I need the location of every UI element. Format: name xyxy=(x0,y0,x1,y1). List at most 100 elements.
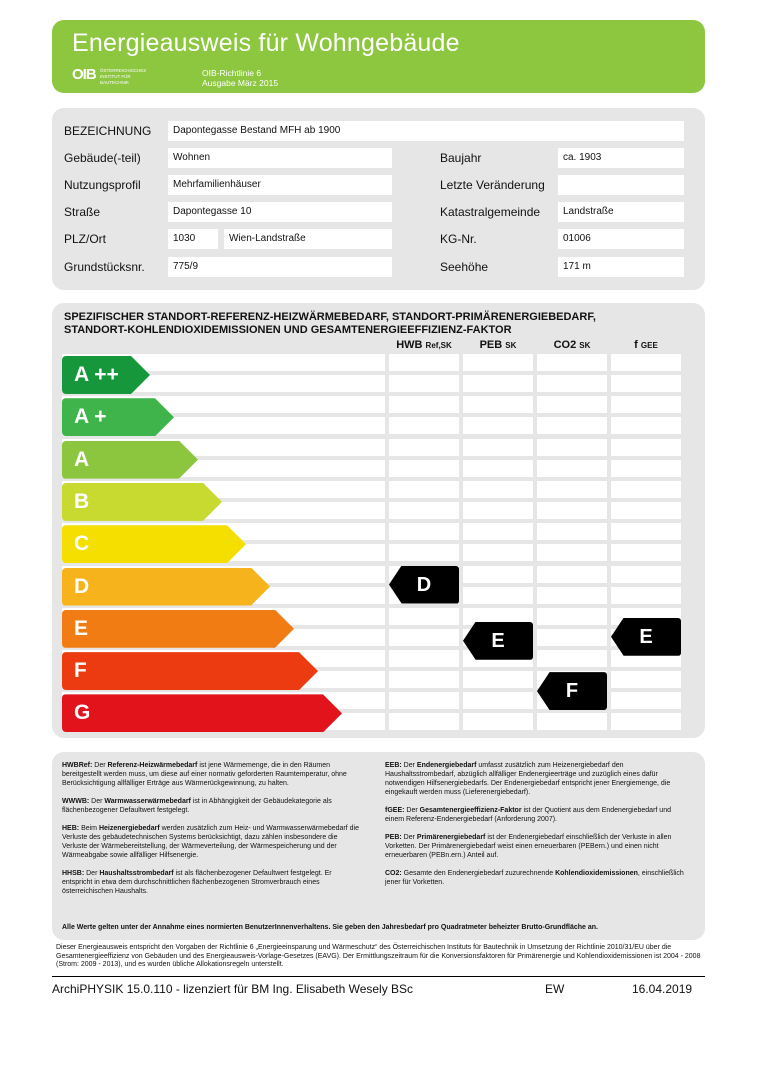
scale-stripe xyxy=(463,607,533,625)
scale-stripe xyxy=(537,375,607,392)
class-arrow-F: F xyxy=(62,652,318,691)
class-arrow-A: A xyxy=(62,440,198,479)
header-banner: Energieausweis für Wohngebäude OIB ÖSTER… xyxy=(52,20,705,93)
scale-stripe xyxy=(389,523,459,541)
ausgabe: Ausgabe März 2015 xyxy=(202,78,279,88)
gebaeude-field: Wohnen xyxy=(168,148,392,168)
class-arrow-E: E xyxy=(62,609,294,648)
scale-stripe xyxy=(389,396,459,414)
oib-logo-subtitle: ÖSTERREICHISCHES INSTITUT FÜR BAUTECHNIK xyxy=(100,68,147,85)
legal-footnote: Dieser Energieausweis entspricht den Vor… xyxy=(56,944,701,968)
baujahr-label: Baujahr xyxy=(440,151,482,165)
scale-stripe xyxy=(463,671,533,689)
class-arrow-App: A ++ xyxy=(62,356,150,394)
def-peb: PEB: Der Primärenergiebedarf ist der End… xyxy=(385,834,672,859)
scale-stripe xyxy=(389,692,459,710)
nutzung-label: Nutzungsprofil xyxy=(64,178,141,192)
energy-rating-panel: SPEZIFISCHER STANDORT-REFERENZ-HEIZWÄRME… xyxy=(52,303,705,738)
scale-stripe xyxy=(537,586,607,604)
scale-stripe xyxy=(463,438,533,456)
scale-stripe xyxy=(537,523,607,541)
bezeichnung-field: Dapontegasse Bestand MFH ab 1900 xyxy=(168,121,684,141)
class-arrow-D: D xyxy=(62,567,270,606)
def-hwb: HWBRef: Der Referenz-Heizwärmebedarf ist… xyxy=(62,762,347,787)
scale-stripe xyxy=(537,650,607,668)
scale-stripe xyxy=(537,480,607,498)
software-license: ArchiPHYSIK 15.0.110 - lizenziert für BM… xyxy=(52,982,414,996)
scale-stripe xyxy=(389,375,459,392)
scale-stripe xyxy=(463,565,533,583)
rating-scale: HWB Ref,SK PEB SK CO2 SK f GEE A ++ A + A B C D E F… xyxy=(52,303,705,738)
class-arrow-Ap: A + xyxy=(62,398,174,437)
scale-stripe xyxy=(463,354,533,371)
baujahr-field: ca. 1903 xyxy=(558,148,684,168)
scale-stripe xyxy=(611,354,681,371)
scale-stripe xyxy=(537,607,607,625)
scale-stripe xyxy=(463,417,533,435)
class-arrow-C: C xyxy=(62,525,246,564)
scale-stripe xyxy=(537,438,607,456)
scale-stripe xyxy=(463,713,533,731)
scale-stripe xyxy=(463,375,533,392)
scale-stripe xyxy=(389,671,459,689)
divider xyxy=(52,976,705,977)
scale-stripe xyxy=(611,692,681,710)
scale-stripe xyxy=(389,607,459,625)
richtlinie: OIB-Richtlinie 6 xyxy=(202,68,262,78)
scale-stripe xyxy=(463,396,533,414)
scale-stripe xyxy=(611,375,681,392)
scale-stripe xyxy=(611,480,681,498)
class-arrow-G: G xyxy=(62,694,342,733)
scale-stripe xyxy=(389,438,459,456)
scale-stripe xyxy=(389,650,459,668)
column-header-f: f GEE xyxy=(634,339,658,351)
heading-line-1: SPEZIFISCHER STANDORT-REFERENZ-HEIZWÄRME… xyxy=(64,311,596,323)
scale-stripe xyxy=(389,459,459,477)
scale-stripe xyxy=(537,565,607,583)
building-info-form: BEZEICHNUNG Dapontegasse Bestand MFH ab … xyxy=(52,108,705,290)
scale-stripe xyxy=(389,544,459,562)
rating-heading: SPEZIFISCHER STANDORT-REFERENZ-HEIZWÄRME… xyxy=(64,311,596,337)
scale-stripe xyxy=(611,459,681,477)
kgnr-label: KG-Nr. xyxy=(440,232,477,246)
scale-stripe xyxy=(611,417,681,435)
rating-marker-co2: F xyxy=(537,672,607,711)
scale-stripe xyxy=(537,713,607,731)
scale-stripe xyxy=(389,713,459,731)
scale-stripe xyxy=(389,480,459,498)
scale-stripe xyxy=(537,417,607,435)
scale-stripe xyxy=(62,354,385,371)
scale-stripe xyxy=(463,480,533,498)
bezeichnung-label: BEZEICHNUNG xyxy=(64,124,152,138)
def-heb: HEB: Beim Heizenergiebedarf werden zusät… xyxy=(62,825,359,859)
scale-stripe xyxy=(537,544,607,562)
scale-stripe xyxy=(611,713,681,731)
scale-stripe xyxy=(611,544,681,562)
scale-stripe xyxy=(463,692,533,710)
oib-logo: OIB xyxy=(72,66,97,83)
strasse-field: Dapontegasse 10 xyxy=(168,202,392,222)
seehoehe-label: Seehöhe xyxy=(440,260,489,274)
def-fgee: fGEE: Der Gesamtenergieeffizienz-Faktor … xyxy=(385,807,671,823)
page-title: Energieausweis für Wohngebäude xyxy=(72,29,460,57)
definitions-left: HWBRef: Der Referenz-Heizwärmebedarf ist… xyxy=(62,761,362,905)
veraenderung-field xyxy=(558,175,684,195)
scale-stripe xyxy=(611,586,681,604)
def-hhsb: HHSB: Der Haushaltsstrombedarf ist als f… xyxy=(62,870,332,895)
kg-label: Katastralgemeinde xyxy=(440,205,541,219)
definitions-panel: HWBRef: Der Referenz-Heizwärmebedarf ist… xyxy=(52,752,705,940)
ort-field: Wien-Landstraße xyxy=(224,229,392,249)
seehoehe-field: 171 m xyxy=(558,257,684,277)
heading-line-2: STANDORT-KOHLENDIOXIDEMISSIONEN UND GESA… xyxy=(64,324,512,336)
scale-stripe xyxy=(611,396,681,414)
rating-marker-f: E xyxy=(611,617,681,656)
scale-stripe xyxy=(389,417,459,435)
scale-stripe xyxy=(463,544,533,562)
plz-field: 1030 xyxy=(168,229,218,249)
grundstueck-field: 775/9 xyxy=(168,257,392,277)
scale-stripe xyxy=(463,501,533,519)
def-co2: CO2: Gesamte den Endenergiebedarf zuzure… xyxy=(385,870,684,886)
def-wwwb: WWWB: Der Warmwasserwärmebedarf ist in A… xyxy=(62,798,332,814)
scale-stripe xyxy=(611,523,681,541)
scale-stripe xyxy=(389,628,459,646)
